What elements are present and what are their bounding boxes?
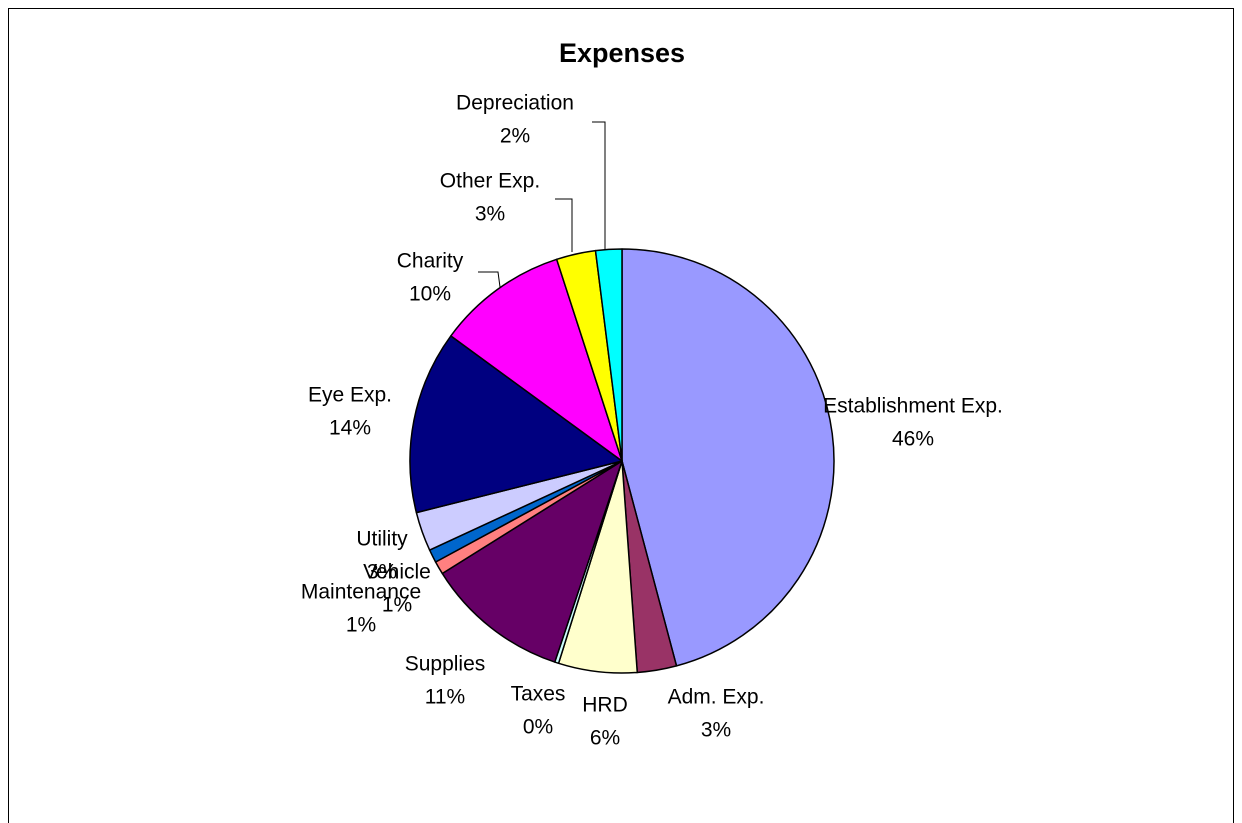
slice-value-label: 3% <box>367 561 397 584</box>
chart-title: Expenses <box>559 38 685 68</box>
slice-value-label: 11% <box>425 686 465 709</box>
slice-label: Adm. Exp. <box>668 686 765 709</box>
slice-label: Maintenance <box>301 581 421 604</box>
slice-label: Utility <box>356 528 408 551</box>
slice-value-label: 2% <box>500 125 530 148</box>
pie-slice <box>450 258 623 462</box>
leader-line <box>555 198 573 252</box>
slice-value-label: 3% <box>475 203 505 226</box>
slice-value-label: 1% <box>382 594 412 617</box>
slice-value-label: 3% <box>701 719 731 742</box>
slice-label: HRD <box>582 694 628 717</box>
leader-line <box>592 121 606 250</box>
pie-slice <box>621 248 835 667</box>
slice-value-label: 14% <box>329 417 371 440</box>
slice-value-label: 10% <box>409 283 451 306</box>
slice-label: Vehicle <box>363 561 431 584</box>
pie-slice <box>594 248 623 462</box>
slice-value-label: 0% <box>523 716 553 739</box>
slice-label: Depreciation <box>456 92 574 115</box>
leader-line <box>478 271 501 288</box>
slice-label: Taxes <box>511 683 566 706</box>
slice-label: Eye Exp. <box>308 384 392 407</box>
slice-label: Other Exp. <box>440 170 540 193</box>
slice-value-label: 6% <box>590 727 620 750</box>
pie-slice <box>441 460 623 663</box>
pie-slice <box>409 335 623 514</box>
slice-label: Charity <box>397 250 464 273</box>
slice-value-label: 46% <box>892 428 934 451</box>
slice-label: Supplies <box>405 653 486 676</box>
slice-value-label: 1% <box>346 614 376 637</box>
chart-frame <box>8 8 1234 823</box>
slice-label: Establishment Exp. <box>823 395 1003 418</box>
